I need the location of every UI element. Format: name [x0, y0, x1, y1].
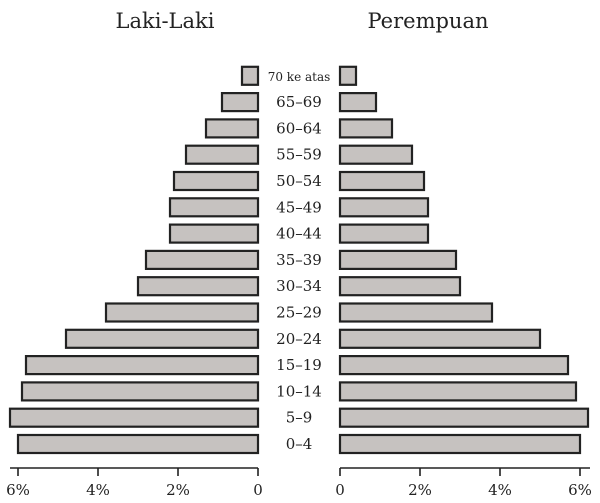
tick-label-right-0: 0: [335, 481, 345, 499]
bar-male-10-14: [20, 381, 260, 402]
bar-male-70-ke-atas: [240, 65, 260, 86]
bar-male-65-69: [220, 91, 260, 113]
bar-male-5-9: [8, 407, 260, 428]
bar-male-35-39: [144, 249, 260, 270]
bar-male-50-54: [172, 170, 260, 192]
bar-female-70-ke-atas: [338, 65, 358, 86]
age-label-50-54: 50–54: [276, 172, 322, 190]
bar-female-25-29: [338, 302, 494, 323]
bar-female-45-49: [338, 197, 430, 218]
bar-female-65-69: [338, 91, 378, 113]
age-label-0-4: 0–4: [286, 435, 313, 453]
tick-label-right-4: 4%: [488, 481, 512, 499]
bar-male-15-19: [24, 355, 260, 376]
age-label-45-49: 45–49: [276, 198, 322, 216]
bar-female-5-9: [338, 407, 590, 428]
bar-male-40-44: [168, 223, 260, 244]
age-label-65-69: 65–69: [276, 93, 322, 111]
age-label-60-64: 60–64: [276, 119, 322, 137]
age-label-30-34: 30–34: [276, 277, 322, 295]
bar-male-0-4: [16, 433, 260, 455]
bar-male-55-59: [184, 144, 260, 165]
bar-female-30-34: [338, 276, 462, 297]
bar-female-10-14: [338, 381, 578, 402]
bar-female-55-59: [338, 144, 414, 165]
tick-label-left-0: 0: [253, 481, 263, 499]
bar-female-50-54: [338, 170, 426, 192]
age-label-70-ke-atas: 70 ke atas: [268, 70, 331, 84]
tick-label-right-6: 6%: [568, 481, 592, 499]
age-label-25-29: 25–29: [276, 304, 322, 322]
bar-male-30-34: [136, 276, 260, 297]
bar-male-60-64: [204, 118, 260, 139]
tick-label-left-4: 4%: [86, 481, 110, 499]
age-label-10-14: 10–14: [276, 382, 322, 400]
bars-group: [8, 65, 590, 455]
bar-female-35-39: [338, 249, 458, 270]
age-labels-group: 0–4 5–9 10–14 15–19 20–24 25–29 30–34 35–39 40–4…: [268, 70, 331, 453]
bar-male-20-24: [64, 328, 260, 349]
bar-male-45-49: [168, 197, 260, 218]
tick-label-left-2: 2%: [166, 481, 190, 499]
axes-group: 6% 4% 2% 0 0 2% 4% 6%: [6, 467, 592, 499]
bar-female-0-4: [338, 433, 582, 455]
tick-label-left-6: 6%: [6, 481, 30, 499]
tick-label-right-2: 2%: [408, 481, 432, 499]
bar-female-15-19: [338, 355, 570, 376]
age-label-5-9: 5–9: [286, 409, 313, 427]
title-male: Laki-Laki: [116, 9, 215, 33]
age-label-55-59: 55–59: [276, 146, 322, 164]
age-label-35-39: 35–39: [276, 251, 322, 269]
title-female: Perempuan: [367, 9, 488, 33]
age-label-20-24: 20–24: [276, 330, 322, 348]
age-label-15-19: 15–19: [276, 356, 322, 374]
age-label-40-44: 40–44: [276, 225, 322, 243]
bar-female-20-24: [338, 328, 542, 349]
bar-female-60-64: [338, 118, 394, 139]
bar-male-25-29: [104, 302, 260, 323]
bar-female-40-44: [338, 223, 430, 244]
